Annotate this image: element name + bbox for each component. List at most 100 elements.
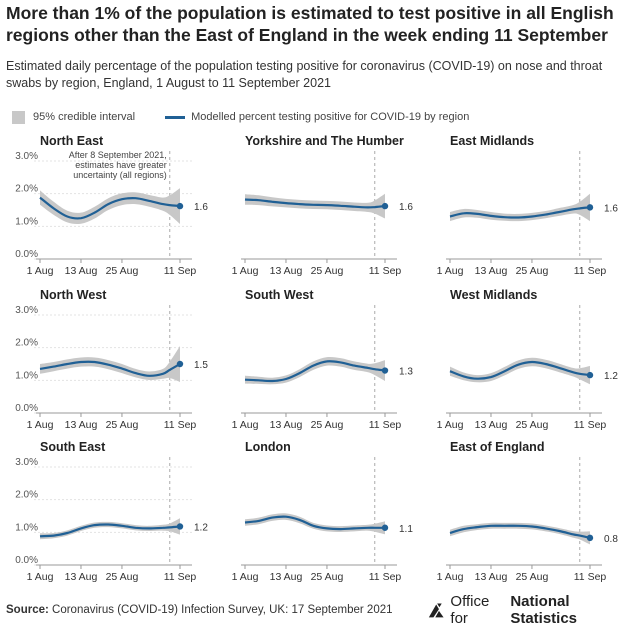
series-line xyxy=(244,198,386,209)
series-line xyxy=(449,524,591,539)
x-tick-label: 25 Aug xyxy=(311,571,344,583)
legend-interval-swatch xyxy=(12,110,25,124)
panel-title: West Midlands xyxy=(450,288,537,302)
panel-title: South East xyxy=(40,440,106,454)
series-line xyxy=(39,523,181,538)
panel-title: East of England xyxy=(450,440,544,454)
end-point xyxy=(381,524,389,531)
y-tick-label: 0.0% xyxy=(15,249,38,260)
x-tick-label: 25 Aug xyxy=(106,571,139,583)
panel-south-west: South West 1 Aug 13 Aug 25 Aug 11 Sep 1.3 xyxy=(232,288,414,431)
end-value-label: 1.6 xyxy=(604,203,618,214)
x-tick-label: 13 Aug xyxy=(270,419,303,431)
series-line xyxy=(244,515,385,531)
x-tick-label: 11 Sep xyxy=(164,571,197,583)
y-tick-label: 3.0% xyxy=(15,457,38,468)
panel-west-midlands: West Midlands 1 Aug 13 Aug 25 Aug 11 Sep 1.2 xyxy=(437,288,619,431)
x-tick-label: 13 Aug xyxy=(65,419,98,431)
x-tick-label: 11 Sep xyxy=(164,419,197,431)
x-tick-label: 11 Sep xyxy=(369,571,402,583)
x-tick-label: 11 Sep xyxy=(574,265,607,277)
end-point xyxy=(381,202,389,210)
series-line xyxy=(449,206,591,219)
end-value-label: 1.2 xyxy=(604,371,618,382)
uncertainty-annotation: uncertainty (all regions) xyxy=(73,170,167,180)
x-tick-label: 13 Aug xyxy=(475,265,508,277)
x-tick-label: 25 Aug xyxy=(516,571,549,583)
ons-logo: Office for National Statistics xyxy=(427,593,630,627)
y-tick-label: 3.0% xyxy=(15,305,38,316)
ons-logo-icon xyxy=(428,603,444,618)
source-label: Source: xyxy=(6,604,49,616)
end-point xyxy=(381,367,389,374)
x-tick-label: 11 Sep xyxy=(369,419,402,431)
x-tick-label: 1 Aug xyxy=(27,419,54,431)
series-line xyxy=(244,360,386,383)
end-point xyxy=(176,202,184,210)
credible-interval-band xyxy=(450,522,590,545)
end-value-label: 1.1 xyxy=(399,524,413,535)
panel-title: Yorkshire and The Humber xyxy=(245,134,404,148)
x-tick-label: 25 Aug xyxy=(106,265,139,277)
x-tick-label: 25 Aug xyxy=(516,265,549,277)
y-tick-label: 3.0% xyxy=(15,151,38,162)
logo-text-bold: National Statistics xyxy=(510,593,578,627)
x-tick-label: 25 Aug xyxy=(106,419,139,431)
end-point xyxy=(176,360,184,368)
series-line xyxy=(39,196,181,220)
x-tick-label: 13 Aug xyxy=(475,571,508,583)
series-line xyxy=(39,360,181,377)
y-tick-label: 1.0% xyxy=(15,370,38,381)
credible-interval-band xyxy=(245,193,385,219)
chart-subtitle: Estimated daily percentage of the popula… xyxy=(6,59,603,90)
y-tick-label: 0.0% xyxy=(15,403,38,414)
end-value-label: 1.6 xyxy=(194,202,208,213)
end-point xyxy=(586,204,594,211)
source-note: Source: Coronavirus (COVID-19) Infection… xyxy=(6,604,393,616)
legend: 95% credible interval Modelled percent t… xyxy=(12,109,469,125)
x-tick-label: 1 Aug xyxy=(437,571,464,583)
panel-yorkshire-and-the-humber: Yorkshire and The Humber 1 Aug 13 Aug 25 Au… xyxy=(232,134,414,277)
x-tick-label: 13 Aug xyxy=(270,265,303,277)
panel-title: North West xyxy=(40,288,107,302)
panel-north-west: North West 0.0% 1.0% 2.0% 3.0% 1 Aug 13 Aug 25 … xyxy=(15,288,208,431)
end-value-label: 1.5 xyxy=(194,360,208,371)
series-line xyxy=(449,360,591,380)
x-tick-label: 13 Aug xyxy=(475,419,508,431)
panel-north-east: North East 0.0% 1.0% 2.0% 3.0% 1 Aug 13 Aug 25 … xyxy=(15,134,208,277)
panel-title: South West xyxy=(245,288,314,302)
y-tick-label: 2.0% xyxy=(15,184,38,195)
x-tick-label: 1 Aug xyxy=(232,265,259,277)
x-tick-label: 25 Aug xyxy=(311,419,344,431)
x-tick-label: 11 Sep xyxy=(574,571,607,583)
x-tick-label: 1 Aug xyxy=(27,265,54,277)
panel-east-of-england: East of England 1 Aug 13 Aug 25 Aug 11 Sep 0.… xyxy=(437,440,619,583)
credible-interval-band xyxy=(40,188,180,225)
y-tick-label: 2.0% xyxy=(15,338,38,349)
x-tick-label: 1 Aug xyxy=(437,419,464,431)
panel-london: London 1 Aug 13 Aug 25 Aug 11 Sep 1.1 xyxy=(232,440,414,583)
panel-south-east: South East 0.0% 1.0% 2.0% 3.0% 1 Aug 13 Aug 25 … xyxy=(15,440,208,583)
end-point xyxy=(586,371,594,379)
panel-title: East Midlands xyxy=(450,134,534,148)
end-value-label: 1.2 xyxy=(194,522,208,533)
legend-line-swatch xyxy=(165,115,186,119)
chart-title: More than 1% of the population is estima… xyxy=(6,3,614,45)
legend-line-label: Modelled percent testing positive for CO… xyxy=(191,111,470,123)
legend-interval-label: 95% credible interval xyxy=(33,111,136,123)
x-tick-label: 11 Sep xyxy=(164,265,197,277)
x-tick-label: 13 Aug xyxy=(65,571,98,583)
x-tick-label: 11 Sep xyxy=(369,265,402,277)
x-tick-label: 25 Aug xyxy=(311,265,344,277)
end-value-label: 0.8 xyxy=(604,534,618,545)
logo-text-prefix: Office for xyxy=(450,593,490,627)
y-tick-label: 1.0% xyxy=(15,216,38,227)
x-tick-label: 13 Aug xyxy=(65,265,98,277)
uncertainty-annotation: estimates have greater xyxy=(75,160,167,170)
credible-interval-band xyxy=(245,513,385,535)
end-value-label: 1.3 xyxy=(399,367,413,378)
end-value-label: 1.6 xyxy=(399,202,413,213)
y-tick-label: 2.0% xyxy=(15,490,38,501)
x-tick-label: 1 Aug xyxy=(27,571,54,583)
